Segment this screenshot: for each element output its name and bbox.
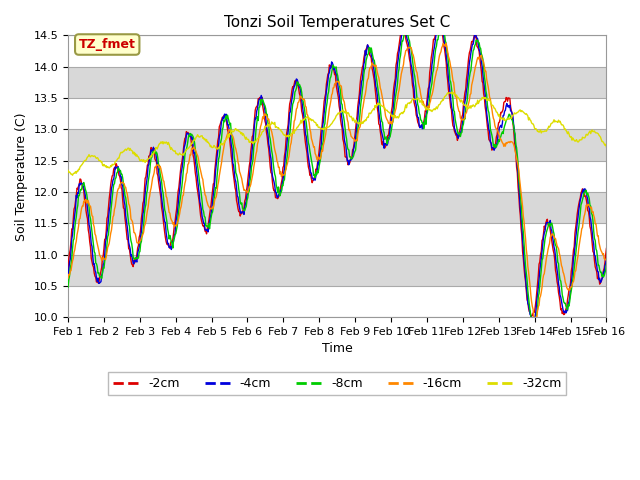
Title: Tonzi Soil Temperatures Set C: Tonzi Soil Temperatures Set C — [224, 15, 451, 30]
Bar — [68, 286, 607, 317]
Bar — [68, 36, 607, 67]
Y-axis label: Soil Temperature (C): Soil Temperature (C) — [15, 112, 28, 240]
Bar — [68, 223, 607, 254]
X-axis label: Time: Time — [322, 342, 353, 356]
Bar — [68, 67, 607, 98]
Bar — [68, 192, 607, 223]
Bar — [68, 254, 607, 286]
Bar — [68, 129, 607, 161]
Bar — [68, 98, 607, 129]
Text: TZ_fmet: TZ_fmet — [79, 38, 136, 51]
Legend: -2cm, -4cm, -8cm, -16cm, -32cm: -2cm, -4cm, -8cm, -16cm, -32cm — [108, 372, 566, 396]
Bar — [68, 161, 607, 192]
